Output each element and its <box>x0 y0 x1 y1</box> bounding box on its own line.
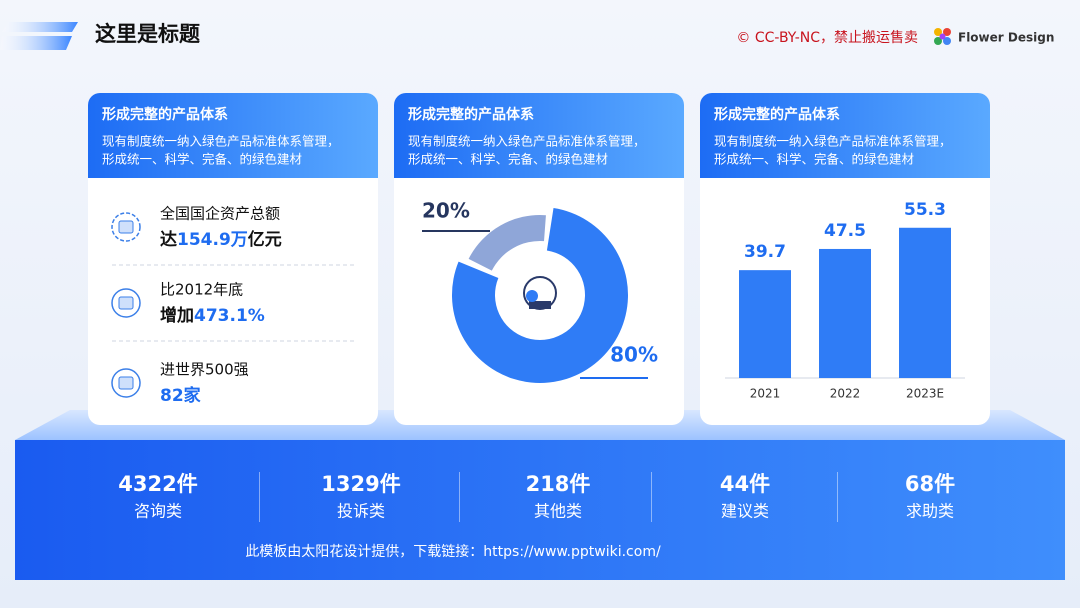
icon-shape <box>118 296 134 310</box>
highlight-value: 达154.9万亿元 <box>160 229 282 250</box>
card-description: 现有制度统一纳入绿色产品标准体系管理， <box>102 134 340 149</box>
bar <box>739 270 791 378</box>
highlight-suffix: 亿元 <box>248 229 282 250</box>
card-description: 形成统一、科学、完备、的绿色建材 <box>102 152 302 167</box>
icon-shape <box>111 212 141 242</box>
highlight-value: 82家 <box>160 385 201 406</box>
center-icon <box>529 301 551 309</box>
card-title: 形成完整的产品体系 <box>408 106 534 123</box>
slide-title: 这里是标题 <box>95 22 201 46</box>
card-description: 现有制度统一纳入绿色产品标准体系管理， <box>408 134 646 149</box>
brand-name: Flower Design <box>958 31 1054 45</box>
pie-value-label: 80% <box>610 343 658 367</box>
highlight-value: 154.9万 <box>177 230 248 250</box>
highlight-label: 进世界500强 <box>160 361 249 379</box>
stat-value: 44件 <box>720 472 770 496</box>
stat-value: 218件 <box>526 472 591 496</box>
highlight-icon <box>111 368 141 398</box>
stat-label: 投诉类 <box>337 502 385 521</box>
card-header <box>394 153 684 178</box>
card-description: 现有制度统一纳入绿色产品标准体系管理， <box>714 134 952 149</box>
stat-label: 咨询类 <box>134 502 182 521</box>
highlights: 全国国企资产总额达154.9万亿元比2012年底增加473.1%进世界500强8… <box>111 205 354 406</box>
bar-value-label: 55.3 <box>904 200 946 220</box>
stat-label: 其他类 <box>534 502 582 521</box>
card-title: 形成完整的产品体系 <box>714 106 840 123</box>
stats-band <box>15 440 1065 580</box>
card-title: 形成完整的产品体系 <box>102 106 228 123</box>
charts: 20% 80% 39.7 2021 47.5 2022 55.3 2023E <box>422 199 965 401</box>
stat-label: 建议类 <box>721 502 769 521</box>
stat-value: 68件 <box>905 472 955 496</box>
card-description: 形成统一、科学、完备、的绿色建材 <box>408 152 608 167</box>
pie-slice <box>452 208 628 384</box>
bar-value-label: 39.7 <box>744 242 786 262</box>
icon-shape <box>118 220 134 234</box>
highlight-label: 比2012年底 <box>160 281 243 299</box>
bar <box>899 227 951 378</box>
icon-shape <box>111 368 141 398</box>
highlight-value: 82家 <box>160 385 201 406</box>
highlight-value: 增加473.1% <box>160 305 265 326</box>
title-decoration <box>0 22 78 50</box>
highlight-icon <box>111 212 141 242</box>
x-tick-label: 2023E <box>906 387 944 401</box>
x-tick-label: 2022 <box>830 387 861 401</box>
pie-slice <box>468 215 546 271</box>
highlight-value: 473.1% <box>194 306 265 326</box>
card-header <box>700 153 990 178</box>
bar <box>819 248 871 378</box>
stat-label: 求助类 <box>906 502 954 521</box>
icon-shape <box>111 288 141 318</box>
footer-text: 此模板由太阳花设计提供，下载链接：https://www.pptwiki.com… <box>245 543 661 560</box>
pie-value-label: 20% <box>422 199 470 223</box>
brand-logo <box>934 28 951 45</box>
x-tick-label: 2021 <box>750 387 781 401</box>
icon-shape <box>118 376 134 390</box>
highlight-label: 全国国企资产总额 <box>160 205 280 223</box>
highlight-icon <box>111 288 141 318</box>
bar-value-label: 47.5 <box>824 221 866 241</box>
card-description: 形成统一、科学、完备、的绿色建材 <box>714 152 914 167</box>
license-notice: © CC-BY-NC，禁止搬运售卖 <box>736 30 918 46</box>
center-icon <box>526 290 538 302</box>
stat-value: 4322件 <box>118 472 197 496</box>
stat-value: 1329件 <box>321 472 400 496</box>
highlight-prefix: 增加 <box>160 305 194 326</box>
card-header <box>88 153 378 178</box>
highlight-prefix: 达 <box>160 229 177 250</box>
